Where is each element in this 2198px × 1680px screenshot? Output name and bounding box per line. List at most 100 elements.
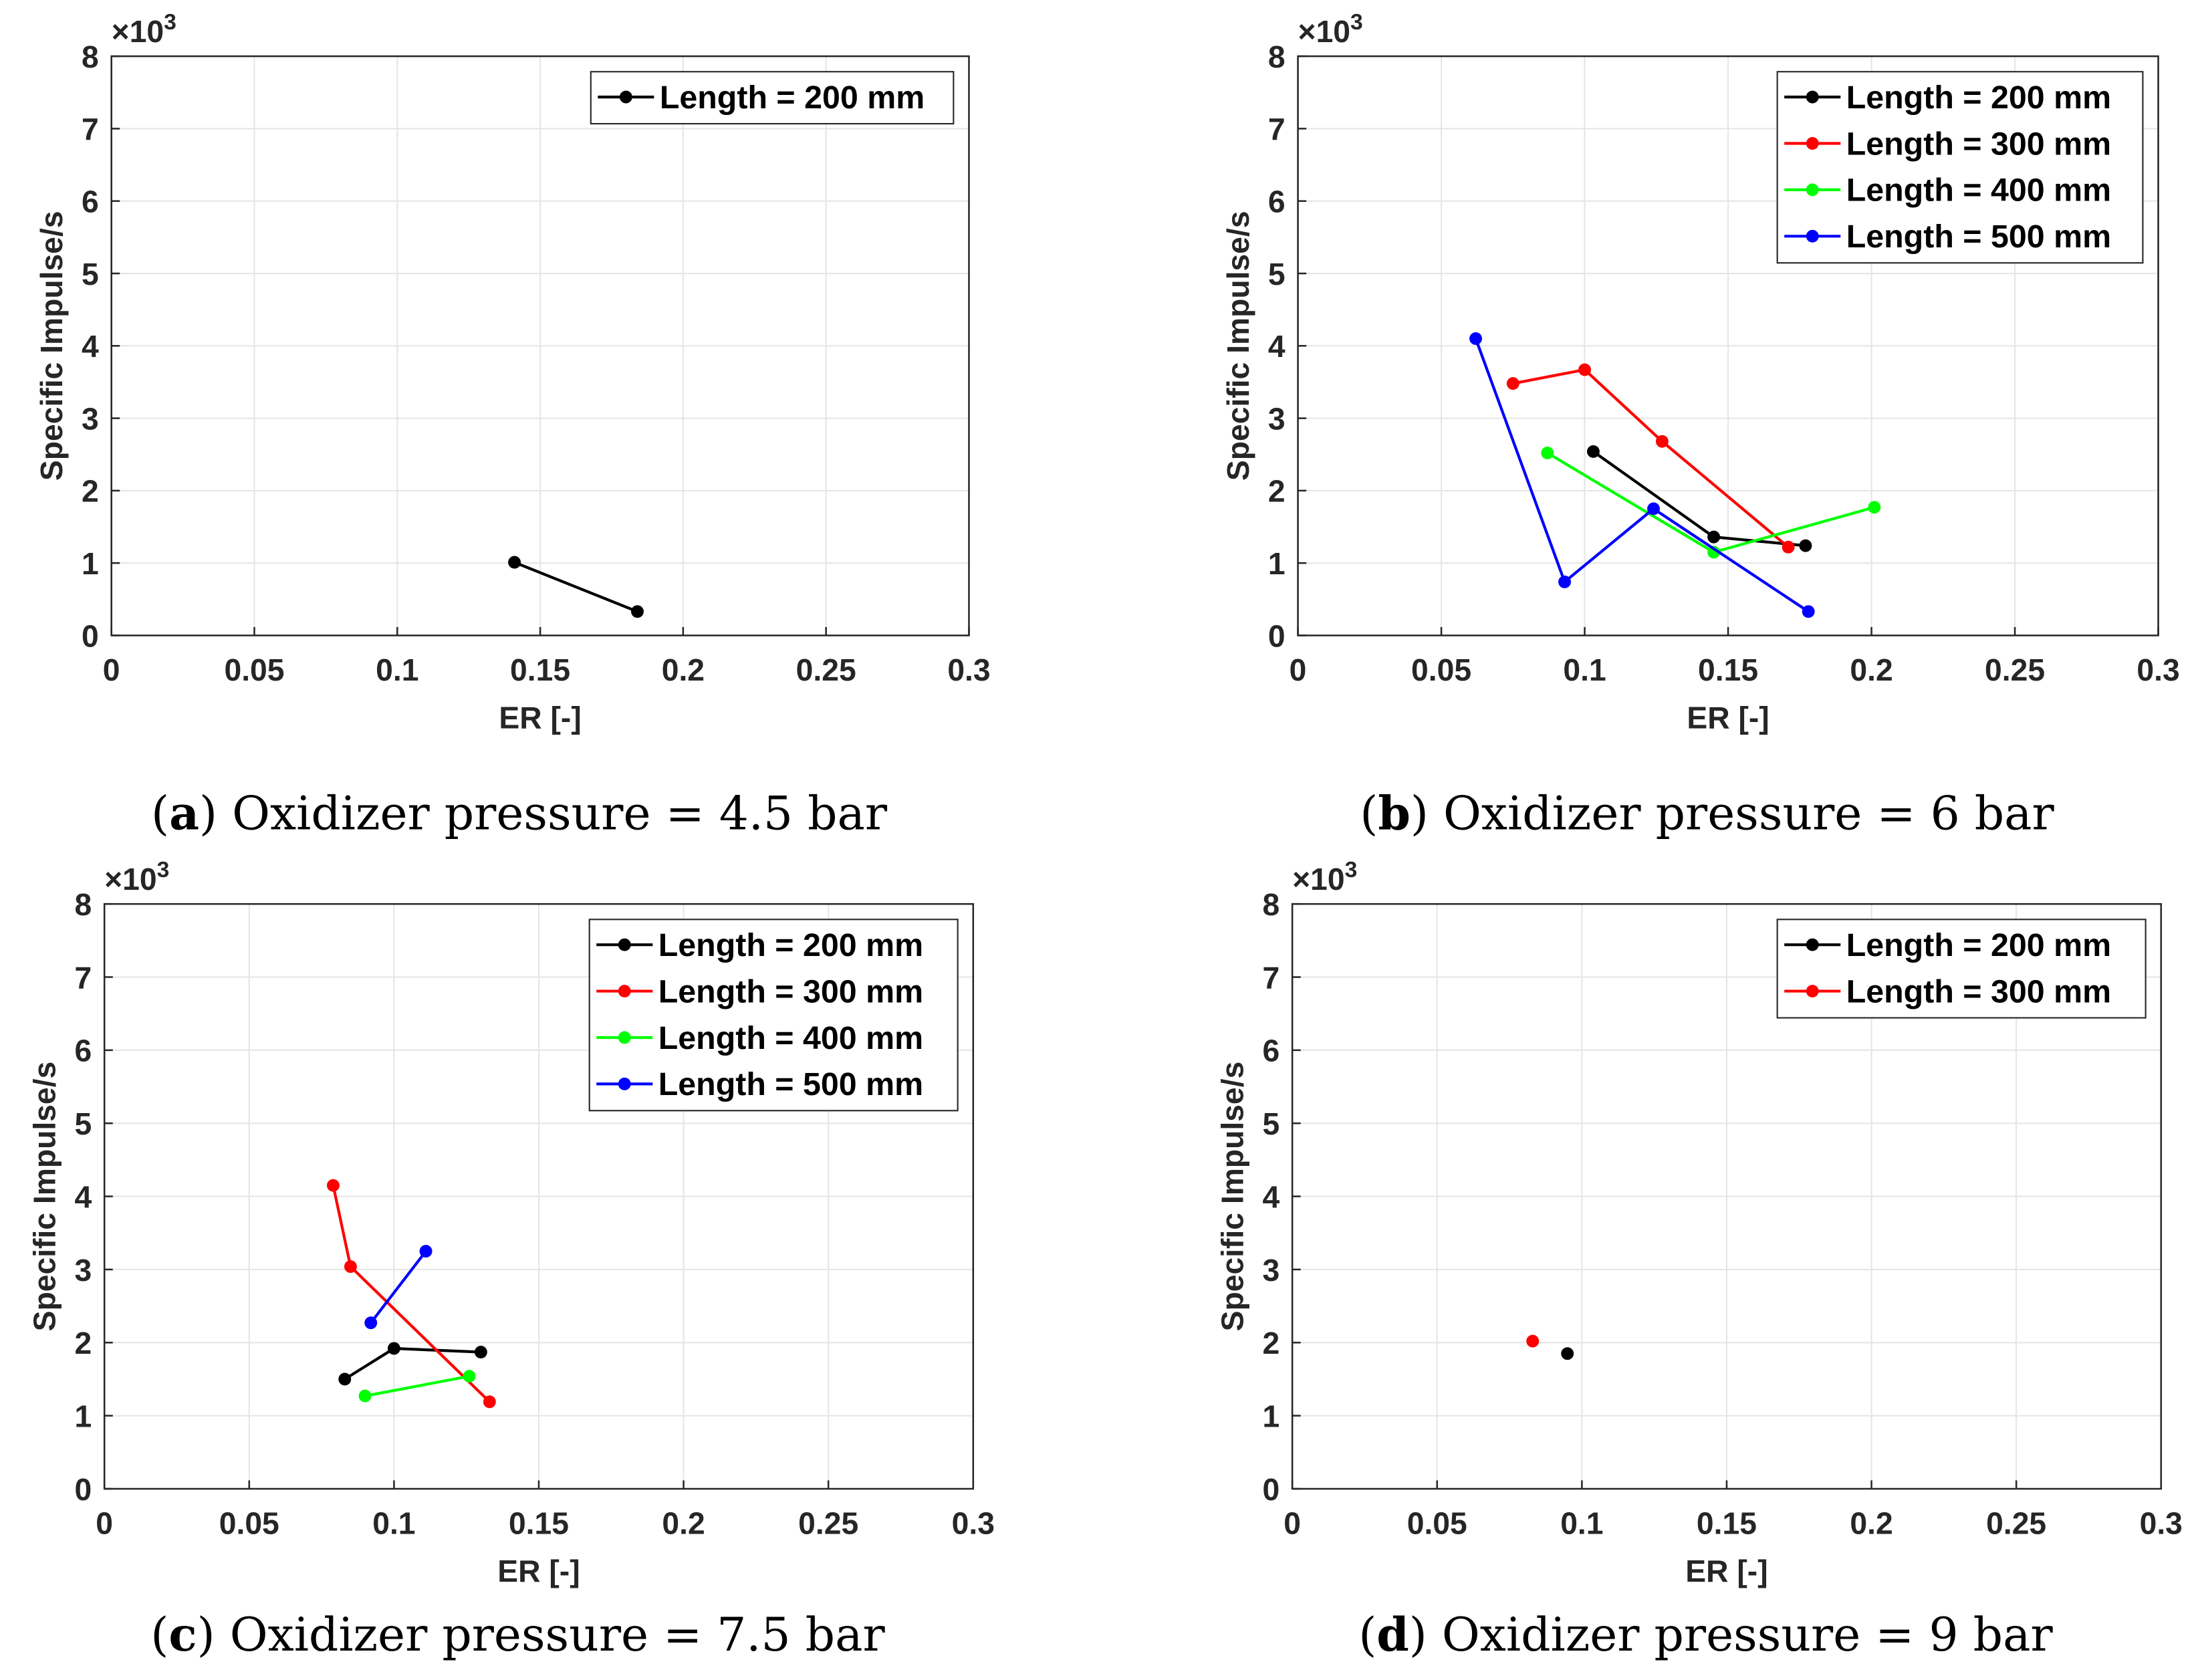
legend-label: Length = 400 mm [658,1020,923,1056]
series-line [1512,368,1790,549]
series-300mm [1506,363,1795,554]
multiplier-exponent: 3 [157,858,170,882]
x-tick-label: 0.3 [2136,652,2179,687]
y-tick-label: 2 [1262,1326,1279,1360]
y-tick-label: 2 [1268,474,1286,509]
x-tick-label: 0.3 [952,1506,995,1540]
multiplier-exponent: 3 [1350,10,1363,35]
y-tick-label: 5 [75,1106,92,1141]
x-tick-label: 0.15 [1697,1506,1757,1540]
data-point [1469,332,1483,345]
x-tick-label: 0.1 [1563,652,1606,687]
legend-marker [619,90,632,104]
data-point [1868,501,1881,514]
y-tick-label: 0 [1262,1472,1279,1507]
x-tick-label: 0.05 [224,652,284,687]
legend-marker [618,985,631,998]
caption-text: Oxidizer pressure = 9 bar [1442,1608,2054,1662]
panel-caption: (a) Oxidizer pressure = 4.5 bar [151,787,888,841]
data-point [1558,575,1571,588]
x-axis-label: ER [-] [1687,700,1769,735]
data-point [387,1342,400,1355]
legend-box [1776,919,2147,1019]
data-point [326,1179,340,1192]
x-tick-label: 0.05 [1407,1506,1467,1540]
y-tick-label: 6 [82,185,99,219]
panel-caption: (d) Oxidizer pressure = 9 bar [1358,1608,2053,1662]
caption-letter: c [168,1608,197,1662]
data-point [463,1370,476,1383]
data-point [1799,539,1812,552]
series-line [513,561,638,613]
x-tick-label: 0.1 [372,1506,415,1540]
x-tick-label: 0.25 [1985,652,2045,687]
series-200mm [1586,445,1812,552]
caption-paren-open: ( [150,1608,168,1662]
y-tick-label: 3 [1262,1253,1279,1288]
multiplier-base: ×10 [1298,14,1350,49]
plot-frame [103,903,975,1490]
x-tick-label: 0.1 [376,652,418,687]
legend-box [1776,71,2144,264]
series-line [332,1185,491,1403]
data-point [483,1395,496,1409]
y-tick-label: 4 [75,1179,92,1214]
y-tick-label: 7 [82,112,99,146]
data-point [1655,435,1669,448]
legend-label: Length = 200 mm [1846,927,2111,963]
series-400mm [358,1370,476,1403]
legend-label: Length = 300 mm [658,973,923,1009]
data-point [474,1346,487,1358]
plot-frame [1291,903,2163,1490]
caption-paren-open: ( [1360,788,1378,841]
data-point [1647,502,1660,515]
legend-label: Length = 300 mm [1846,973,2111,1009]
x-tick-label: 0.25 [1986,1506,2046,1540]
y-tick-label: 5 [82,257,99,291]
y-tick-label: 7 [1268,112,1286,146]
x-axis-label: ER [-] [497,1554,580,1588]
series-200mm [1561,1347,1574,1360]
data-point [1506,377,1519,390]
y-axis-multiplier: ×103 [112,10,176,49]
caption-paren-close: ) [197,1608,230,1662]
y-tick-label: 0 [75,1472,92,1507]
multiplier-exponent: 3 [1345,858,1358,882]
y-tick-label: 3 [1268,401,1286,436]
x-tick-label: 0.2 [1850,652,1892,687]
y-axis-multiplier: ×103 [1298,10,1363,49]
series-line [364,1374,470,1398]
x-tick-label: 0 [1284,1506,1301,1540]
data-point [1707,546,1721,559]
plot-frame [110,55,970,636]
legend-label: Length = 300 mm [1846,126,2111,162]
multiplier-exponent: 3 [164,10,176,35]
plot-frame [1297,55,2159,636]
x-tick-label: 0 [103,652,120,687]
panel-caption: (c) Oxidizer pressure = 7.5 bar [150,1608,885,1662]
x-tick-label: 0.25 [796,652,856,687]
series-line [1474,338,1810,613]
y-tick-label: 7 [1262,960,1279,995]
data-point [1561,1347,1574,1360]
x-tick-label: 0.2 [1850,1506,1892,1540]
y-tick-label: 6 [1268,185,1286,219]
y-tick-label: 1 [82,546,99,581]
x-tick-label: 0.15 [510,652,570,687]
data-point [1526,1334,1540,1348]
series-300mm [1526,1334,1540,1348]
caption-paren-close: ) [1409,1608,1442,1662]
legend-marker [618,1031,631,1044]
y-tick-label: 4 [1262,1179,1279,1214]
x-axis-label: ER [-] [499,700,581,735]
legend-marker [1806,985,1819,998]
y-tick-label: 4 [1268,329,1286,364]
multiplier-base: ×10 [112,14,164,49]
y-tick-label: 1 [1268,546,1286,581]
caption-paren-close: ) [1411,788,1443,841]
x-tick-label: 0.3 [2140,1506,2183,1540]
x-tick-label: 0.2 [662,652,705,687]
